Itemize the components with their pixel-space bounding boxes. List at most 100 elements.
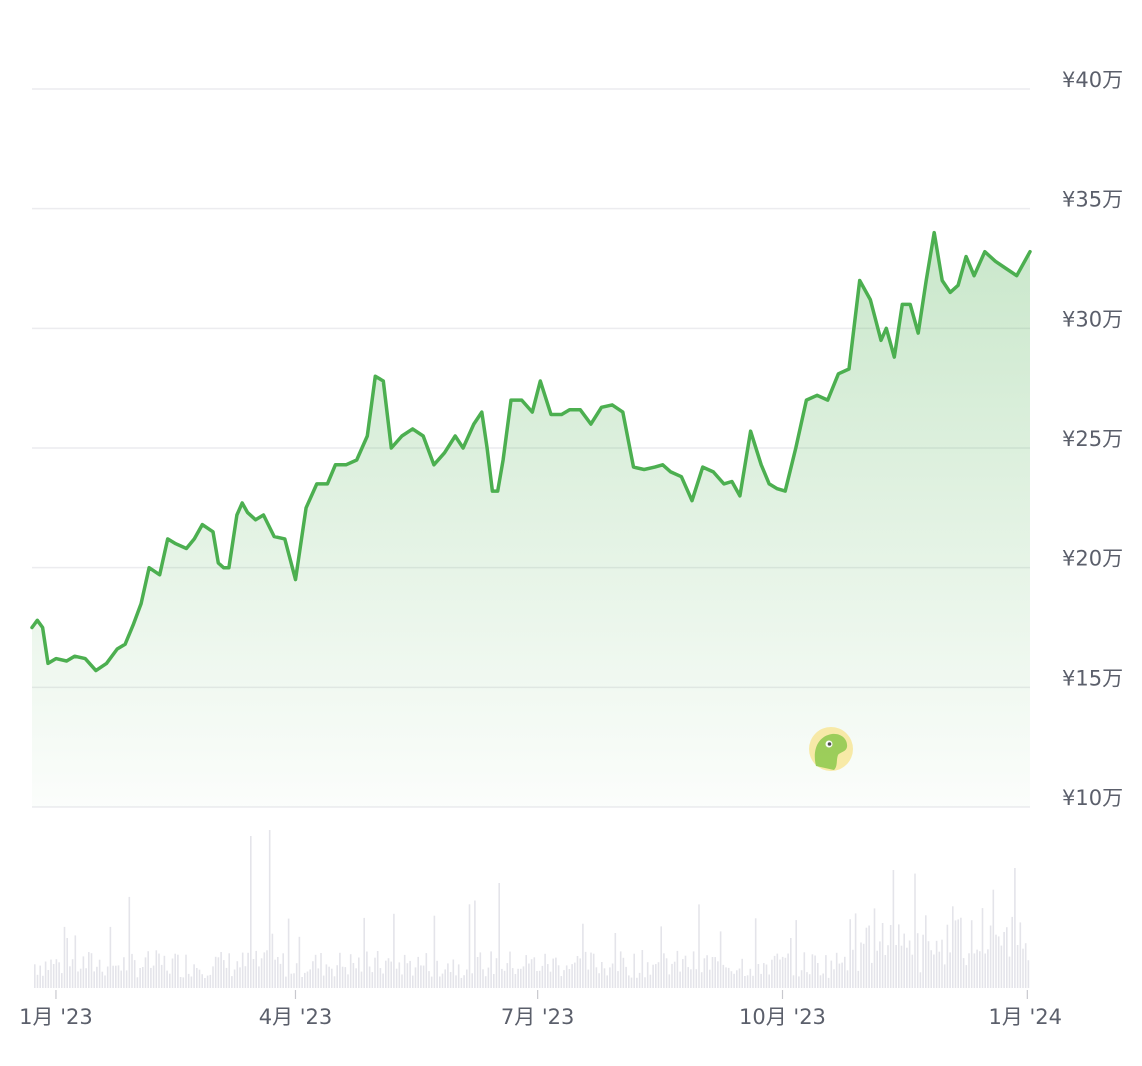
volume-bar <box>849 919 851 988</box>
volume-bar <box>117 965 120 988</box>
volume-bar <box>50 959 52 988</box>
volume-bar <box>1011 916 1013 988</box>
volume-bar <box>182 977 185 988</box>
volume-bar <box>970 920 973 988</box>
volume-bar <box>90 953 93 988</box>
volume-bar <box>552 958 554 988</box>
volume-bar <box>582 923 584 988</box>
volume-bar <box>506 963 509 988</box>
volume-bar <box>520 968 522 988</box>
volume-bar <box>341 966 344 988</box>
volume-bar <box>142 967 144 988</box>
volume-bar <box>398 962 401 988</box>
volume-bar <box>652 964 654 988</box>
volume-bar <box>120 970 122 988</box>
volume-bar <box>595 967 598 988</box>
volume-bar <box>376 951 379 988</box>
volume-bar <box>441 973 444 988</box>
volume-bar <box>452 959 455 988</box>
volume-bar <box>657 962 660 988</box>
volume-bar <box>692 951 695 988</box>
volume-bar <box>636 977 638 988</box>
volume-bar <box>655 964 657 988</box>
volume-bar <box>887 945 889 988</box>
y-axis-ticks: ¥40万 ¥35万 ¥30万 ¥25万 ¥20万 ¥15万 ¥10万 <box>1062 68 1123 810</box>
volume-bar <box>984 953 986 988</box>
volume-bar <box>927 941 930 988</box>
y-tick-label: ¥25万 <box>1062 427 1123 451</box>
volume-bar <box>66 938 68 988</box>
volume-bar <box>112 965 114 988</box>
volume-bar <box>336 965 338 988</box>
volume-bar <box>244 966 247 988</box>
volume-bar <box>225 967 228 988</box>
volume-bar <box>617 971 619 988</box>
volume-bar <box>871 962 873 988</box>
volume-bar <box>160 964 163 988</box>
volume-bar <box>487 967 490 988</box>
volume-bar <box>277 957 279 988</box>
volume-bar <box>1016 945 1019 988</box>
volume-bar <box>328 966 330 988</box>
volume-bar <box>919 972 922 988</box>
volume-bar <box>150 967 152 988</box>
volume-bar <box>574 962 576 988</box>
volume-bar <box>425 953 428 988</box>
volume-bar <box>898 924 900 988</box>
volume-bar <box>846 970 849 988</box>
volume-bar <box>787 953 789 988</box>
volume-bar <box>754 918 757 988</box>
volume-bar <box>39 965 41 988</box>
volume-bar <box>660 926 662 988</box>
volume-bar <box>533 957 536 988</box>
volume-bar <box>522 966 525 988</box>
volume-bar <box>247 952 249 988</box>
volume-bar <box>298 936 301 988</box>
volume-bar <box>925 915 927 988</box>
volume-bar <box>881 923 884 988</box>
volume-bar <box>241 952 244 988</box>
volume-bar <box>941 939 943 988</box>
volume-bar <box>979 951 981 988</box>
volume-bar <box>922 934 924 988</box>
volume-bar <box>333 976 336 988</box>
volume-bar <box>228 953 230 988</box>
volume-bar <box>957 919 959 988</box>
volume-bar <box>952 906 954 988</box>
volume-bar <box>868 925 870 988</box>
volume-bar <box>752 975 754 988</box>
volume-bar <box>268 830 271 988</box>
volume-bar <box>773 955 776 988</box>
volume-bar <box>684 955 687 988</box>
volume-bar <box>490 951 492 988</box>
volume-bar <box>223 960 225 988</box>
volume-bar <box>322 975 325 988</box>
volume-bar <box>622 957 625 988</box>
volume-bar <box>560 976 563 988</box>
volume-bar <box>973 953 976 988</box>
volume-bar <box>252 959 255 988</box>
coingecko-watermark <box>809 727 853 771</box>
volume-bar <box>304 972 306 988</box>
volume-bar <box>671 963 673 988</box>
volume-bar <box>217 957 220 988</box>
volume-bar <box>817 963 819 988</box>
volume-bar <box>460 977 463 988</box>
volume-bar <box>198 969 201 988</box>
y-tick-label: ¥30万 <box>1062 307 1123 331</box>
volume-bar <box>163 955 166 988</box>
volume-bar <box>125 970 128 988</box>
volume-bar <box>738 968 741 988</box>
volume-bar <box>274 959 276 988</box>
volume-bar <box>895 945 897 988</box>
price-line <box>30 230 1032 673</box>
volume-bar <box>784 957 787 988</box>
volume-bar <box>295 963 298 988</box>
volume-bar <box>201 974 203 988</box>
volume-bar <box>52 964 55 988</box>
volume-bar <box>422 965 425 988</box>
volume-bar <box>433 915 436 988</box>
volume-bar <box>646 962 649 988</box>
volume-bar <box>1003 932 1005 988</box>
